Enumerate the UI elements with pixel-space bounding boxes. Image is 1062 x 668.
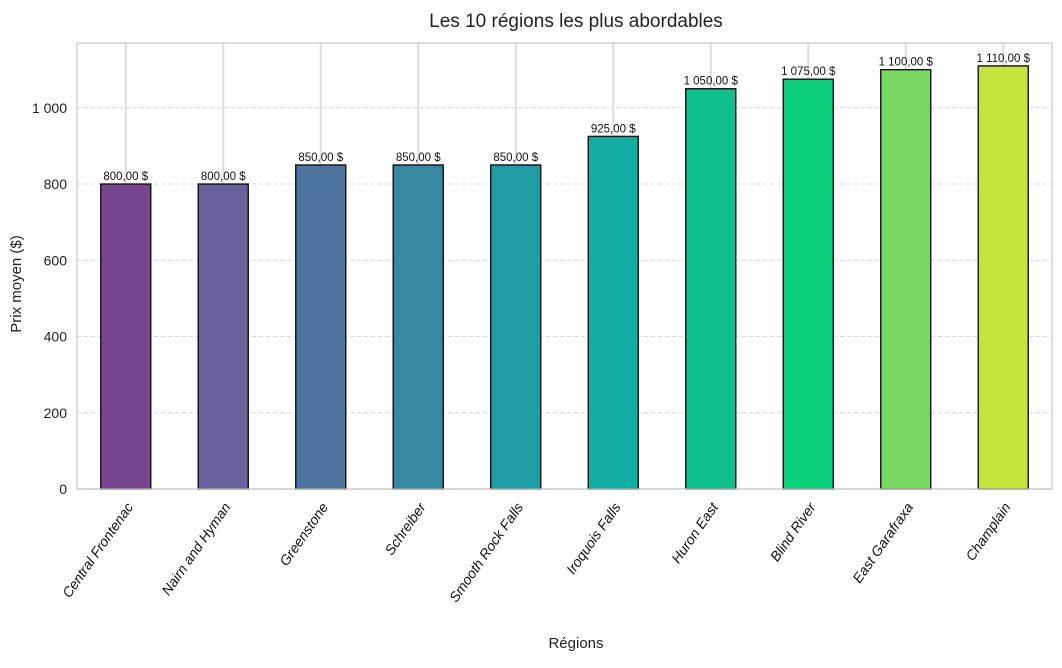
bar	[197, 183, 249, 490]
bar-value-label: 925,00 $	[591, 123, 636, 135]
bar-value-label: 1 110,00 $	[976, 53, 1030, 65]
bar	[392, 164, 444, 490]
y-tick-label: 0	[59, 481, 67, 497]
x-tick-label: Central Frontenac	[59, 500, 136, 601]
x-tick-label: Greenstone	[276, 499, 331, 568]
x-ticks: Central Frontenac Nairn and Hyman Greensto…	[59, 498, 1014, 605]
x-tick-label: Champlain	[962, 499, 1014, 563]
bar	[100, 183, 152, 490]
bar	[782, 78, 834, 490]
plot-frame	[76, 42, 1053, 490]
bar	[490, 164, 542, 490]
bar	[587, 135, 639, 490]
y-tick-label: 400	[44, 329, 68, 345]
bar-value-label: 850,00 $	[396, 152, 441, 164]
bar-value-label: 800,00 $	[201, 171, 246, 183]
y-tick-label: 200	[44, 405, 68, 421]
bar	[295, 164, 347, 490]
x-tick-label: Smooth Rock Falls	[446, 500, 526, 605]
x-tick-label: Huron East	[668, 499, 722, 566]
y-tick-label: 800	[44, 176, 68, 192]
y-axis-label: Prix moyen ($)	[8, 235, 25, 333]
bar-value-label: 850,00 $	[493, 152, 538, 164]
data-labels: 800,00 $ 800,00 $ 850,00 $ 850,00 $ 850,00 $…	[103, 53, 1030, 183]
y-ticks: 0 200 400 600 800 1 000	[32, 100, 67, 497]
bar-value-label: 1 050,00 $	[684, 76, 739, 88]
bar-value-label: 1 075,00 $	[781, 66, 836, 78]
bar-value-label: 1 100,00 $	[879, 57, 934, 69]
bar	[880, 68, 932, 490]
bar-value-label: 850,00 $	[298, 152, 343, 164]
y-tick-label: 1 000	[32, 100, 67, 116]
y-tick-label: 600	[44, 252, 68, 268]
x-tick-label: Iroquois Falls	[563, 500, 624, 577]
x-tick-label: East Garafraxa	[849, 499, 916, 585]
x-axis-label: Régions	[548, 635, 603, 652]
bar	[685, 88, 737, 490]
bar-value-label: 800,00 $	[103, 171, 148, 183]
chart-title: Les 10 régions les plus abordables	[429, 11, 723, 32]
x-tick-label: Blind River	[767, 498, 820, 564]
bar	[977, 65, 1029, 490]
x-tick-label: Schreiber	[381, 498, 429, 557]
bars	[100, 65, 1029, 490]
x-tick-label: Nairn and Hyman	[158, 499, 234, 598]
